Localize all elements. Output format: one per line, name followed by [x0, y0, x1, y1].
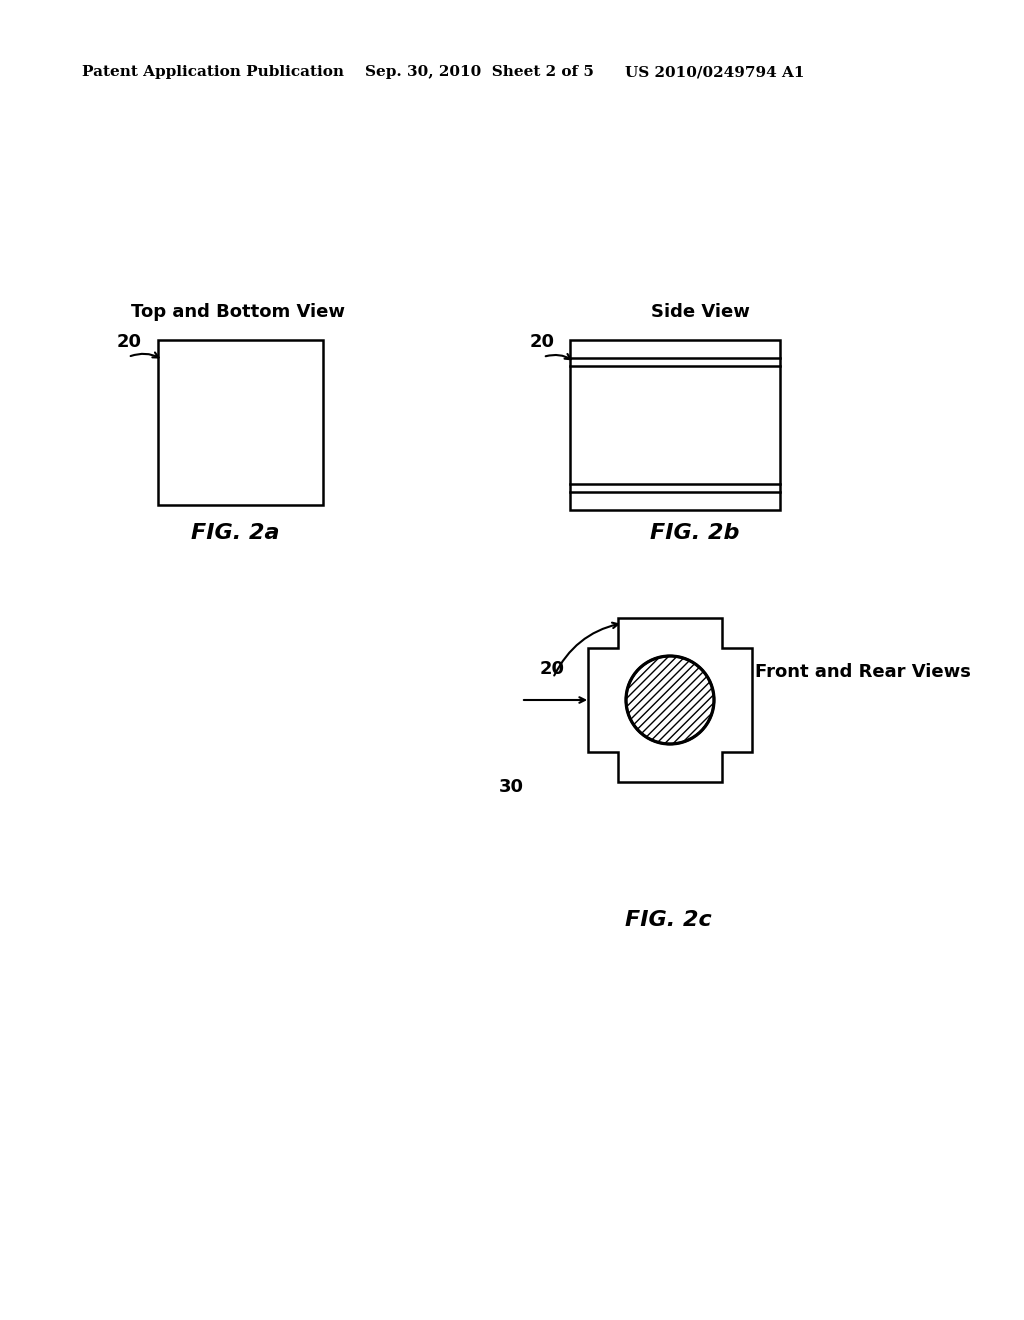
Text: FIG. 2a: FIG. 2a	[190, 523, 280, 543]
Text: 20: 20	[117, 333, 142, 351]
Text: 20: 20	[530, 333, 555, 351]
Text: Top and Bottom View: Top and Bottom View	[131, 304, 345, 321]
Text: Patent Application Publication: Patent Application Publication	[82, 65, 344, 79]
Text: Side View: Side View	[650, 304, 750, 321]
Polygon shape	[588, 618, 752, 781]
Text: Sep. 30, 2010  Sheet 2 of 5: Sep. 30, 2010 Sheet 2 of 5	[365, 65, 594, 79]
Text: Front and Rear Views: Front and Rear Views	[755, 663, 971, 681]
Text: US 2010/0249794 A1: US 2010/0249794 A1	[625, 65, 805, 79]
Text: FIG. 2c: FIG. 2c	[625, 909, 712, 931]
Text: FIG. 2b: FIG. 2b	[650, 523, 739, 543]
Text: 20: 20	[540, 660, 565, 678]
Ellipse shape	[626, 656, 714, 744]
Text: 30: 30	[499, 777, 524, 796]
